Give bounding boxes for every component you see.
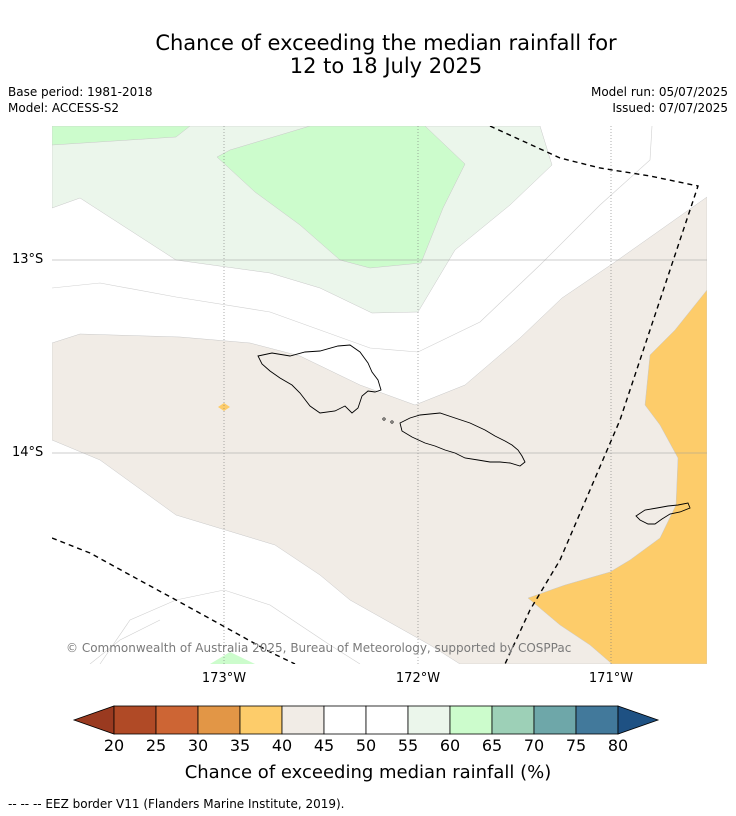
- base-period: Base period: 1981-2018: [8, 85, 153, 99]
- colorbar-segment: [365, 705, 409, 735]
- lon-label-171w: 171°W: [588, 671, 634, 686]
- probability-field: [52, 126, 707, 664]
- eez-footnote: -- -- -- EEZ border V11 (Flanders Marine…: [8, 797, 345, 811]
- colorbar-tick-label: 35: [229, 736, 251, 755]
- map-title-line-2: 12 to 18 July 2025: [289, 54, 483, 78]
- upolu-island: [399, 412, 526, 467]
- colorbar-tick-label: 65: [481, 736, 503, 755]
- colorbar-segment: [533, 705, 577, 735]
- colorbar-segment: [197, 705, 241, 735]
- eez-border-southwest: [52, 537, 296, 664]
- colorbar-tick-label: 60: [439, 736, 461, 755]
- map-title-line-1: Chance of exceeding the median rainfall …: [155, 31, 617, 55]
- colorbar-tick-label: 45: [313, 736, 335, 755]
- colorbar-tick-label: 50: [355, 736, 377, 755]
- colorbar-tick-label: 80: [607, 736, 629, 755]
- colorbar-segment: [239, 705, 283, 735]
- colorbar-segment: [449, 705, 493, 735]
- region-35-40: [527, 289, 707, 664]
- lon-label-172w: 172°W: [395, 671, 441, 686]
- colorbar-segment: [575, 705, 619, 735]
- colorbar-tick-label: 70: [523, 736, 545, 755]
- region-40-45: [52, 196, 707, 664]
- colorbar-segment: [323, 705, 367, 735]
- issued-date: Issued: 07/07/2025: [612, 101, 728, 115]
- region-60-65-center: [216, 126, 466, 269]
- lat-label-13s: 13°S: [12, 252, 44, 267]
- colorbar-segment: [155, 705, 199, 735]
- colorbar-tick-label: 25: [145, 736, 167, 755]
- colorbar-tick-label: 75: [565, 736, 587, 755]
- colorbar-tick-label: 55: [397, 736, 419, 755]
- colorbar-label: Chance of exceeding median rainfall (%): [184, 762, 552, 783]
- colorbar: [72, 705, 660, 735]
- colorbar-under-arrow: [72, 705, 115, 735]
- lon-label-173w: 173°W: [201, 671, 247, 686]
- tutuila-island: [635, 502, 691, 525]
- lat-label-14s: 14°S: [12, 445, 44, 460]
- colorbar-over-arrow: [617, 705, 660, 735]
- colorbar-segment: [407, 705, 451, 735]
- model-run: Model run: 05/07/2025: [590, 85, 728, 99]
- small-green-patch-bottom: [210, 652, 255, 664]
- colorbar-tick-label: 40: [271, 736, 293, 755]
- model-name: Model: ACCESS-S2: [8, 101, 120, 115]
- colorbar-segment: [113, 705, 157, 735]
- colorbar-segment: [281, 705, 325, 735]
- region-60-65-left: [52, 126, 191, 146]
- colorbar-segment: [491, 705, 535, 735]
- savaii-island: [257, 344, 382, 414]
- colorbar-tick-label: 20: [103, 736, 125, 755]
- colorbar-tick-label: 30: [187, 736, 209, 755]
- small-orange-patch: [218, 403, 230, 411]
- copyright-notice: © Commonwealth of Australia 2025, Bureau…: [66, 641, 572, 655]
